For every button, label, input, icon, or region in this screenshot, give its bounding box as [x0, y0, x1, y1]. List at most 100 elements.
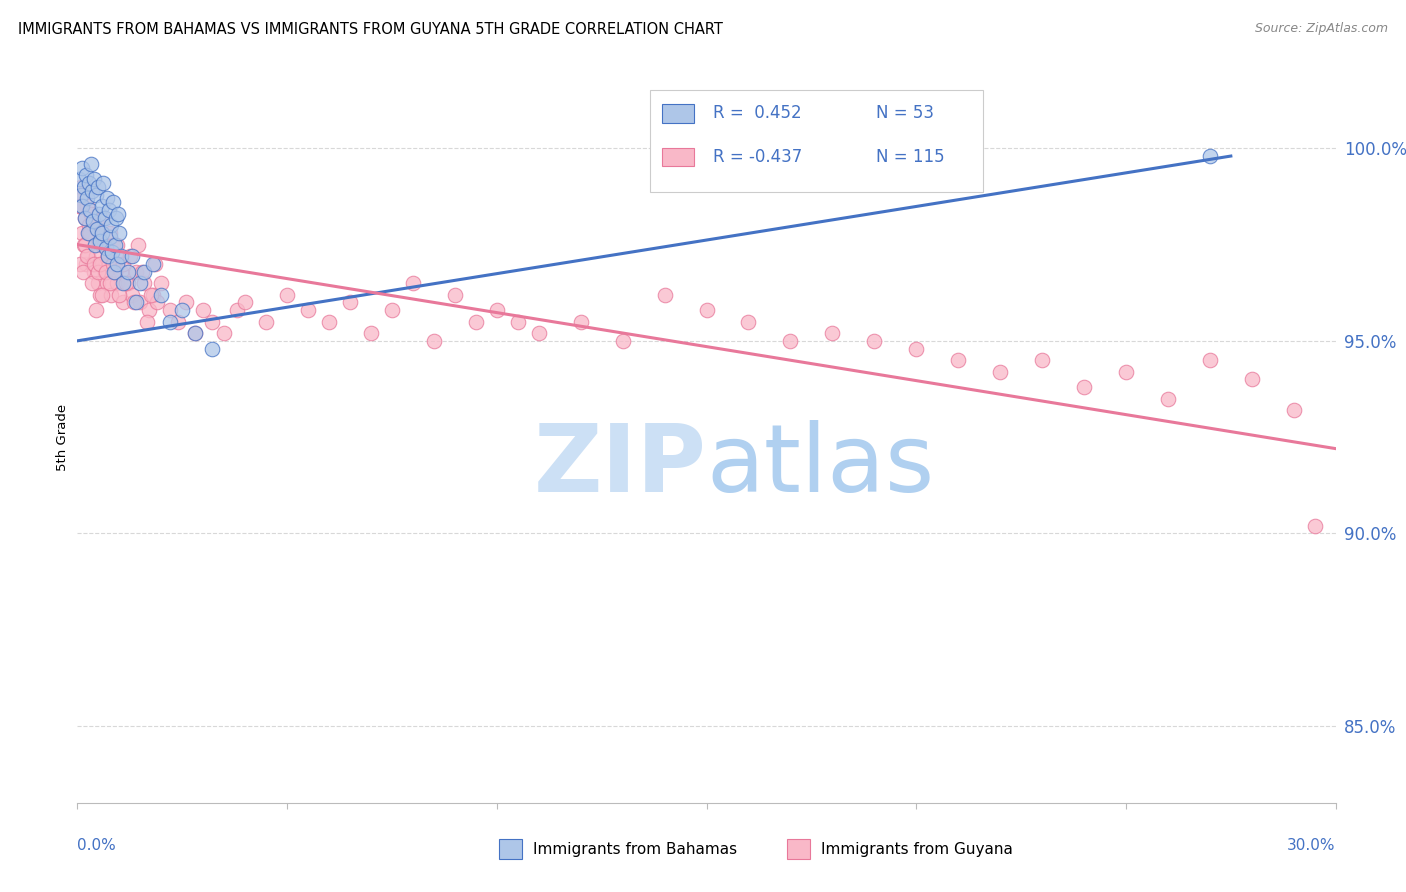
Point	[184, 326, 207, 340]
Point	[821, 326, 844, 340]
Point	[72, 187, 94, 202]
Point	[90, 199, 112, 213]
Point	[103, 264, 125, 278]
Point	[89, 287, 111, 301]
Point	[87, 264, 110, 278]
Point	[200, 315, 222, 329]
Point	[91, 176, 114, 190]
Point	[1157, 392, 1180, 406]
Point	[111, 257, 134, 271]
Text: Source: ZipAtlas.com: Source: ZipAtlas.com	[1254, 22, 1388, 36]
Point	[696, 303, 718, 318]
Point	[110, 249, 132, 263]
Point	[94, 237, 117, 252]
Point	[72, 199, 94, 213]
Point	[84, 187, 107, 202]
Point	[90, 237, 112, 252]
Point	[1198, 353, 1220, 368]
Point	[91, 257, 114, 271]
Point	[80, 157, 103, 171]
Point	[100, 245, 122, 260]
Point	[779, 334, 801, 348]
Point	[1031, 353, 1053, 368]
Point	[176, 295, 198, 310]
Point	[91, 287, 114, 301]
Point	[69, 179, 91, 194]
Point	[83, 257, 105, 271]
Point	[98, 226, 121, 240]
Point	[72, 179, 94, 194]
Point	[93, 264, 115, 278]
FancyBboxPatch shape	[650, 90, 983, 192]
Point	[97, 257, 120, 271]
Point	[191, 303, 215, 318]
Point	[83, 172, 105, 186]
Point	[96, 249, 118, 263]
Point	[89, 234, 111, 248]
Point	[135, 315, 157, 329]
Point	[101, 195, 124, 210]
Point	[87, 276, 110, 290]
Point	[988, 365, 1011, 379]
Point	[79, 226, 101, 240]
Point	[80, 276, 103, 290]
Point	[167, 315, 190, 329]
Point	[91, 226, 114, 240]
Point	[381, 303, 404, 318]
Point	[67, 172, 90, 186]
FancyBboxPatch shape	[662, 148, 695, 167]
Point	[1115, 365, 1137, 379]
Point	[131, 264, 153, 278]
Point	[89, 207, 111, 221]
Point	[233, 295, 256, 310]
Point	[73, 211, 96, 225]
Point	[129, 276, 152, 290]
Point	[104, 264, 127, 278]
Point	[105, 276, 128, 290]
Point	[297, 303, 319, 318]
Point	[138, 303, 160, 318]
Point	[143, 257, 166, 271]
Point	[97, 202, 120, 217]
Point	[129, 295, 152, 310]
Point	[79, 202, 101, 217]
Text: atlas: atlas	[707, 420, 935, 512]
Point	[82, 214, 104, 228]
Point	[70, 161, 93, 175]
Point	[72, 237, 94, 252]
Point	[96, 249, 118, 263]
Text: Immigrants from Bahamas: Immigrants from Bahamas	[533, 842, 737, 856]
Point	[464, 315, 486, 329]
Point	[122, 295, 145, 310]
Point	[114, 276, 136, 290]
FancyBboxPatch shape	[662, 104, 695, 122]
Point	[1303, 518, 1326, 533]
Text: IMMIGRANTS FROM BAHAMAS VS IMMIGRANTS FROM GUYANA 5TH GRADE CORRELATION CHART: IMMIGRANTS FROM BAHAMAS VS IMMIGRANTS FR…	[18, 22, 723, 37]
Point	[93, 211, 115, 225]
Point	[117, 264, 139, 278]
Point	[83, 264, 105, 278]
Text: 0.0%: 0.0%	[77, 838, 117, 854]
Point	[737, 315, 759, 329]
Point	[360, 326, 382, 340]
Point	[125, 264, 148, 278]
Point	[276, 287, 298, 301]
Text: ZIP: ZIP	[534, 420, 707, 512]
Point	[86, 219, 108, 233]
Point	[108, 249, 131, 263]
Point	[93, 237, 115, 252]
Point	[75, 169, 97, 183]
Point	[107, 207, 129, 221]
Point	[84, 303, 107, 318]
Point	[134, 276, 156, 290]
Point	[569, 315, 592, 329]
Point	[89, 257, 111, 271]
Point	[112, 276, 135, 290]
Point	[139, 287, 162, 301]
Point	[863, 334, 886, 348]
Point	[200, 342, 222, 356]
Point	[172, 303, 194, 318]
Point	[80, 257, 103, 271]
Point	[1240, 372, 1263, 386]
Point	[70, 199, 93, 213]
